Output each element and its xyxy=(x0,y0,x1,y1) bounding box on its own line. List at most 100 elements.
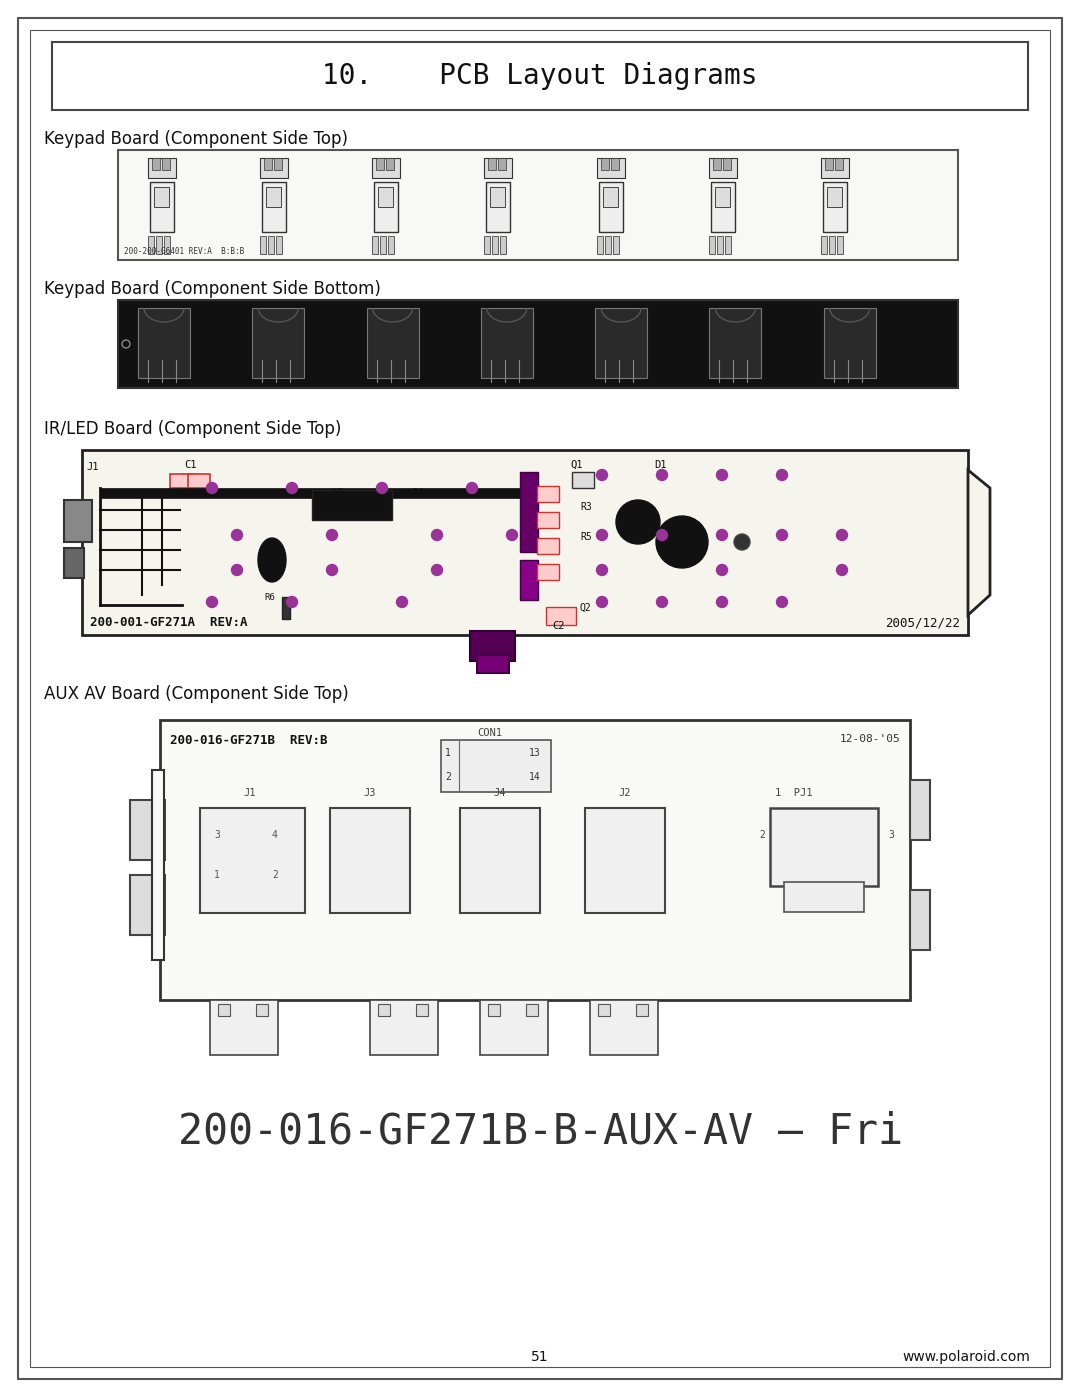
Bar xyxy=(260,158,288,177)
Text: 1: 1 xyxy=(445,747,450,759)
Circle shape xyxy=(326,529,337,541)
Bar xyxy=(723,158,731,170)
Circle shape xyxy=(206,597,217,608)
Bar xyxy=(717,236,723,254)
Bar xyxy=(268,236,274,254)
Text: 14: 14 xyxy=(529,773,541,782)
Bar xyxy=(477,655,509,673)
Text: AUX AV Board (Component Side Top): AUX AV Board (Component Side Top) xyxy=(44,685,349,703)
Bar xyxy=(138,307,190,379)
Text: D1: D1 xyxy=(654,460,666,469)
Text: 10.    PCB Layout Diagrams: 10. PCB Layout Diagrams xyxy=(322,61,758,89)
Bar xyxy=(710,307,761,379)
Circle shape xyxy=(467,482,477,493)
Text: Keypad Board (Component Side Bottom): Keypad Board (Component Side Bottom) xyxy=(44,279,381,298)
Bar xyxy=(828,236,835,254)
Bar xyxy=(486,182,511,232)
Bar xyxy=(148,236,154,254)
Bar xyxy=(262,182,286,232)
Bar xyxy=(389,236,394,254)
Text: Q1: Q1 xyxy=(570,460,582,469)
Bar xyxy=(485,158,512,177)
Bar xyxy=(380,236,387,254)
Bar xyxy=(253,307,305,379)
Bar xyxy=(526,1004,538,1016)
Bar xyxy=(378,187,393,207)
Text: Q2: Q2 xyxy=(580,604,592,613)
Text: Keypad Board (Component Side Top): Keypad Board (Component Side Top) xyxy=(44,130,348,148)
Text: J3: J3 xyxy=(364,788,376,798)
Bar xyxy=(488,158,497,170)
Bar xyxy=(118,149,958,260)
Text: 200-200-G6401 REV:A  B:B:B: 200-200-G6401 REV:A B:B:B xyxy=(124,247,244,256)
Bar xyxy=(821,236,827,254)
Bar xyxy=(64,548,84,578)
Text: 2: 2 xyxy=(445,773,450,782)
Text: 1: 1 xyxy=(214,870,220,880)
Bar xyxy=(824,307,876,379)
Bar xyxy=(312,490,392,520)
Bar xyxy=(164,236,170,254)
Bar xyxy=(152,158,160,170)
Bar xyxy=(499,158,507,170)
Bar xyxy=(148,158,176,177)
Circle shape xyxy=(596,564,607,576)
Bar xyxy=(481,307,532,379)
Bar xyxy=(837,236,842,254)
Bar xyxy=(605,236,610,254)
Text: CON1: CON1 xyxy=(477,728,502,738)
Bar xyxy=(82,450,968,636)
Circle shape xyxy=(596,597,607,608)
Circle shape xyxy=(122,339,130,348)
Bar xyxy=(373,236,378,254)
Bar xyxy=(537,564,559,580)
Circle shape xyxy=(206,482,217,493)
Bar xyxy=(713,158,720,170)
Bar xyxy=(100,488,519,497)
Bar xyxy=(480,1000,548,1055)
Circle shape xyxy=(231,564,243,576)
Text: 2: 2 xyxy=(759,830,765,840)
Bar xyxy=(52,42,1028,110)
Bar xyxy=(835,158,842,170)
Bar xyxy=(825,158,833,170)
Bar xyxy=(162,158,170,170)
Circle shape xyxy=(734,534,750,550)
Bar xyxy=(156,236,162,254)
Bar xyxy=(612,236,619,254)
Circle shape xyxy=(596,469,607,481)
Bar xyxy=(708,236,715,254)
Bar xyxy=(265,158,272,170)
Text: 13: 13 xyxy=(529,747,541,759)
Bar xyxy=(598,182,622,232)
Circle shape xyxy=(657,469,667,481)
Circle shape xyxy=(616,500,660,543)
Bar xyxy=(416,1004,428,1016)
Bar xyxy=(160,719,910,1000)
Circle shape xyxy=(716,564,728,576)
Bar xyxy=(537,511,559,528)
Circle shape xyxy=(656,515,708,569)
Circle shape xyxy=(716,529,728,541)
Bar xyxy=(725,236,731,254)
Bar xyxy=(376,158,384,170)
Circle shape xyxy=(657,597,667,608)
Bar xyxy=(596,236,603,254)
Text: R5: R5 xyxy=(580,532,592,542)
Bar xyxy=(488,1004,500,1016)
Text: 3: 3 xyxy=(888,830,894,840)
Bar xyxy=(373,158,401,177)
Circle shape xyxy=(837,564,848,576)
Text: 2005/12/22: 2005/12/22 xyxy=(885,616,960,629)
Polygon shape xyxy=(968,469,990,615)
Circle shape xyxy=(716,597,728,608)
Circle shape xyxy=(286,597,297,608)
Bar xyxy=(572,472,594,488)
Circle shape xyxy=(716,469,728,481)
Text: www.polaroid.com: www.polaroid.com xyxy=(902,1350,1030,1363)
Text: 3: 3 xyxy=(214,830,220,840)
Text: U1: U1 xyxy=(332,488,343,497)
Bar xyxy=(598,1004,610,1016)
Circle shape xyxy=(777,469,787,481)
Bar xyxy=(130,800,165,861)
